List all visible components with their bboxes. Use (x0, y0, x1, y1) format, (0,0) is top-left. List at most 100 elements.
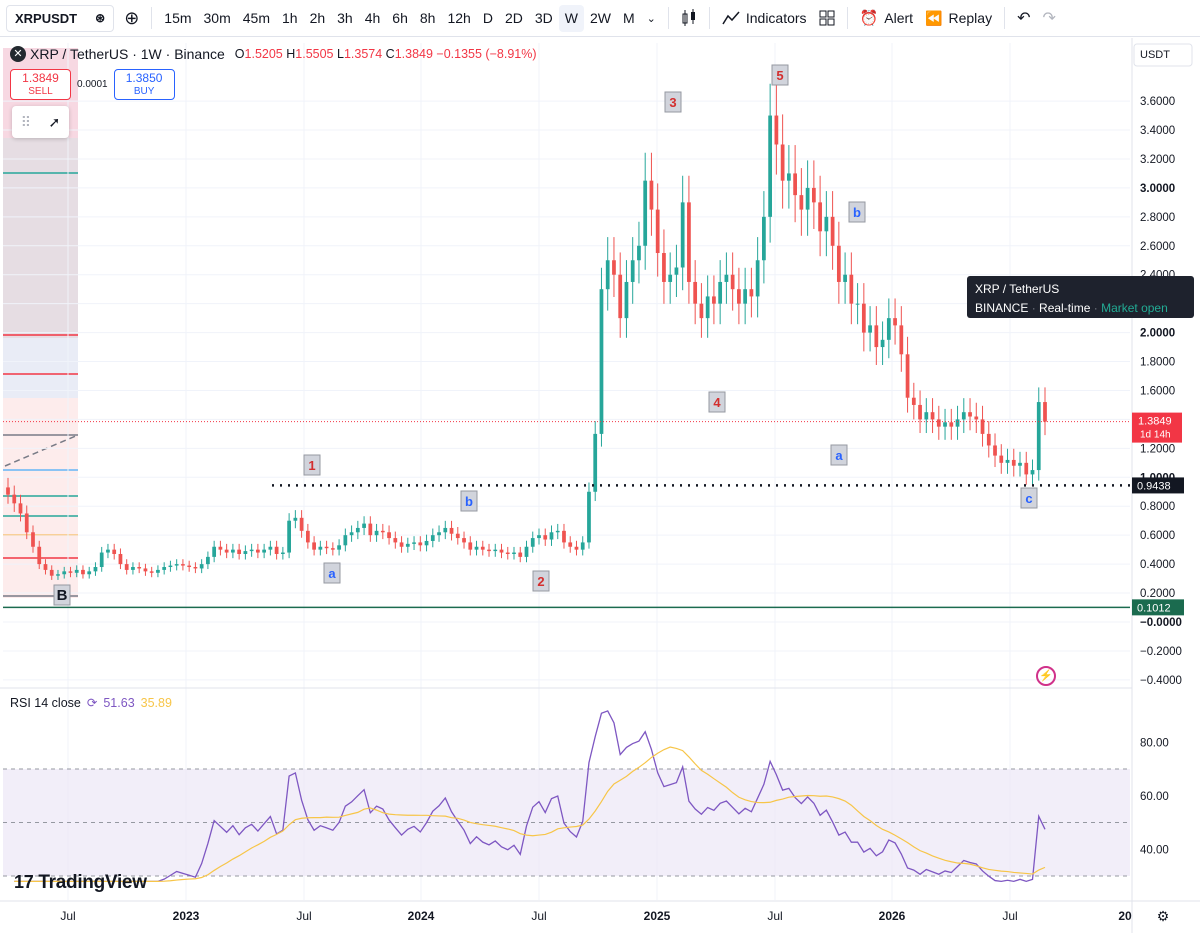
layouts-icon[interactable] (813, 5, 841, 32)
settings-gear-icon[interactable]: ⚙ (1157, 908, 1170, 924)
refresh-icon[interactable]: ⟳ (86, 696, 98, 710)
candle-body (630, 260, 635, 282)
candlestick-type-icon[interactable] (675, 5, 703, 32)
candle-body (936, 419, 941, 427)
wave-label-box[interactable] (460, 490, 478, 512)
indicators-button[interactable]: Indicators (716, 5, 813, 32)
interval-d[interactable]: D (482, 10, 493, 26)
interval-2d[interactable]: 2D (504, 10, 523, 26)
candle-body (330, 548, 335, 550)
change-value: −0.1355 (−8.91%) (436, 47, 537, 61)
wave-label: 4 (713, 395, 721, 410)
wave-label-box[interactable] (303, 454, 321, 476)
interval-4h[interactable]: 4h (364, 10, 381, 26)
price-tick: 0.4000 (1140, 559, 1175, 571)
candle-body (499, 549, 504, 553)
time-tick: 2024 (408, 909, 435, 923)
wave-label-box[interactable] (848, 201, 866, 223)
price-tick: 3.4000 (1140, 125, 1175, 137)
rsi-ma-line (14, 746, 1046, 882)
interval-3h[interactable]: 3h (337, 10, 353, 26)
candle-body (131, 567, 135, 570)
drawing-tool-widget[interactable]: ⠿ ➚ (12, 106, 69, 138)
interval-8h[interactable]: 8h (419, 10, 436, 26)
wave-label-box[interactable] (323, 562, 341, 584)
interval-6h[interactable]: 6h (392, 10, 408, 26)
top-toolbar: XRPUSDT ⊛ ⊕ 15m 30m 45m 1h 2h 3h 4h 6h 8h 12h D 2D 3… (0, 0, 1200, 37)
candle-body (143, 568, 148, 572)
candle-body (37, 546, 42, 565)
candle-body (843, 274, 847, 282)
candle-body (374, 530, 379, 536)
chart-canvas[interactable]: B 1 a b 2 3 4 5 a b c USDT 3.6000 3.4000 3.2000 3.0000… (0, 38, 1200, 933)
symbol-search-button[interactable]: XRPUSDT ⊛ (6, 4, 115, 32)
candle-body (505, 552, 510, 554)
price-axis[interactable]: USDT 3.6000 3.4000 3.2000 3.0000 2.8000 2.6000… (60, 43, 1193, 924)
buy-button[interactable]: 1.3850 BUY (113, 69, 175, 100)
base-price-label: 0.1012 (1137, 602, 1171, 614)
sell-button[interactable]: 1.3849 SELL (10, 69, 71, 100)
candle-body (455, 533, 460, 539)
candle-body (886, 318, 891, 340)
candle-body (487, 549, 491, 552)
candle-body (318, 546, 323, 550)
wave-label: c (1025, 491, 1032, 506)
currency-dropdown[interactable] (1133, 43, 1193, 67)
interval-12h[interactable]: 12h (447, 10, 471, 26)
candle-body (324, 546, 329, 549)
wave-label-box[interactable] (53, 584, 71, 606)
candle-body (649, 180, 654, 210)
rsi-label: RSI 14 close (10, 695, 81, 710)
drag-handle-icon[interactable]: ⠿ (20, 113, 32, 130)
candle-body (968, 412, 972, 417)
price-tick: −0.2000 (1140, 646, 1182, 658)
cursor-arrow-icon[interactable]: ➚ (48, 113, 61, 130)
wave-label-box[interactable] (664, 91, 682, 113)
candle-body (518, 552, 523, 557)
time-tick: 2026 (879, 909, 906, 923)
candle-body (655, 209, 660, 254)
interval-2w[interactable]: 2W (589, 10, 611, 26)
alert-button[interactable]: ⏰ Alert (854, 5, 919, 32)
interval-2h[interactable]: 2h (309, 10, 326, 26)
wave-label-box[interactable] (708, 391, 726, 413)
high-value: 1.5505 (295, 47, 334, 61)
toolbar-divider (846, 7, 848, 29)
candle-body (118, 553, 123, 565)
candle-body (312, 542, 316, 550)
wave-label-box[interactable] (771, 64, 789, 86)
interval-w[interactable]: W (558, 4, 584, 32)
candle-body (849, 274, 854, 304)
toolbar-divider (1004, 7, 1006, 29)
lightning-icon[interactable]: ⚡ (1036, 666, 1056, 686)
candle-body (893, 318, 897, 326)
add-symbol-icon[interactable]: ⊕ (124, 7, 140, 28)
interval-1h[interactable]: 1h (281, 10, 298, 26)
compare-icon[interactable]: ⊛ (95, 11, 106, 25)
price-tick: 2.8000 (1140, 212, 1175, 224)
candle-body (605, 260, 610, 290)
indicators-icon (722, 11, 740, 25)
redo-icon[interactable]: ↷ (1042, 10, 1056, 27)
interval-3d[interactable]: 3D (534, 10, 553, 26)
interval-dropdown-icon[interactable]: ⌄ (646, 12, 656, 25)
wave-label-box[interactable] (830, 444, 848, 466)
candle-body (974, 416, 979, 420)
candle-body (199, 564, 204, 569)
undo-icon[interactable]: ↶ (1017, 10, 1031, 27)
tv-mark-icon: 17 (14, 872, 34, 892)
replay-button[interactable]: ⏪ Replay (919, 5, 998, 32)
candle-body (299, 517, 304, 531)
wave-label-box[interactable] (1020, 487, 1038, 509)
candle-body (424, 540, 429, 546)
interval-45m[interactable]: 45m (242, 10, 270, 26)
interval-30m[interactable]: 30m (203, 10, 231, 26)
candle-body (549, 532, 554, 540)
candle-body (293, 517, 298, 521)
interval-m[interactable]: M (622, 10, 635, 26)
interval-15m[interactable]: 15m (164, 10, 192, 26)
wave-label-box[interactable] (532, 570, 550, 592)
candle-body (811, 187, 816, 203)
candle-body (512, 552, 516, 554)
candle-body (924, 412, 929, 420)
